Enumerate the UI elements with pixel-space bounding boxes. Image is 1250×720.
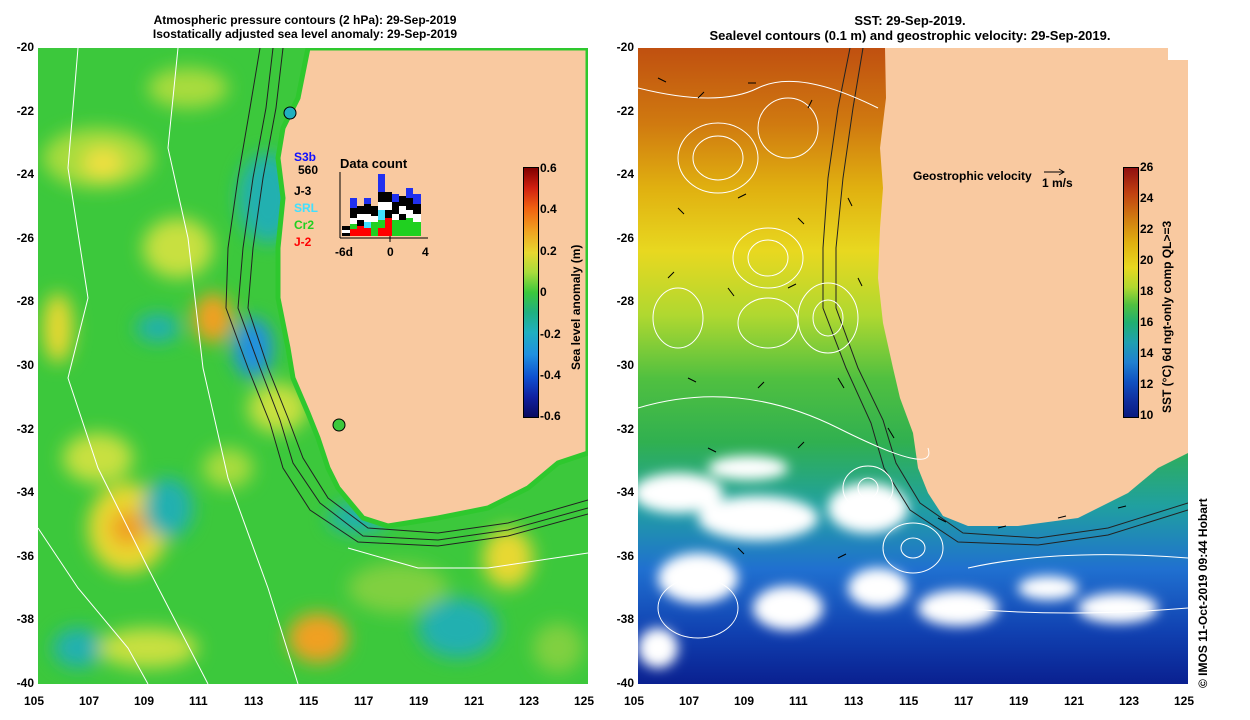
sst-tick-10: 10 xyxy=(1140,408,1154,422)
right-y-tick: -24 xyxy=(616,167,634,181)
right-x-tick: 113 xyxy=(844,694,864,708)
data-count-tick-neg6d: -6d xyxy=(335,245,353,259)
sla-colorbar-label: Sea level anomaly (m) xyxy=(569,244,583,370)
sla-tick-0.4: 0.4 xyxy=(540,202,557,216)
sst-tick-24: 24 xyxy=(1140,191,1154,205)
right-x-tick: 119 xyxy=(1009,694,1029,708)
velocity-legend-arrow xyxy=(1044,168,1065,176)
right-y-tick: -28 xyxy=(616,294,634,308)
left-x-axis: 105 107 109 111 113 115 117 119 121 123 … xyxy=(24,694,604,712)
sst-tick-26: 26 xyxy=(1140,160,1154,174)
right-x-axis: 105 107 109 111 113 115 117 119 121 123 … xyxy=(624,694,1214,712)
left-x-tick: 115 xyxy=(299,694,319,708)
sst-colorbar-ticks: 26 24 22 20 18 16 14 12 10 xyxy=(1140,160,1170,425)
right-x-tick: 123 xyxy=(1119,694,1140,708)
left-y-tick: -34 xyxy=(16,485,34,499)
left-x-tick: 117 xyxy=(354,694,374,708)
left-x-tick: 109 xyxy=(134,694,155,708)
sla-tick-neg0.4: -0.4 xyxy=(540,368,561,382)
sla-colorbar-ticks: 0.6 0.4 0.2 0 -0.2 -0.4 -0.6 xyxy=(540,161,580,426)
sst-tick-12: 12 xyxy=(1140,377,1154,391)
left-title-line1: Atmospheric pressure contours (2 hPa): 2… xyxy=(153,13,457,27)
left-y-tick: -30 xyxy=(16,358,34,372)
left-y-tick: -24 xyxy=(16,167,34,181)
left-x-tick: 113 xyxy=(244,694,264,708)
left-x-tick: 125 xyxy=(574,694,595,708)
right-x-tick: 121 xyxy=(1064,694,1085,708)
right-y-axis: -20 -22 -24 -26 -28 -30 -32 -34 -36 -38 … xyxy=(600,40,636,700)
right-y-tick: -38 xyxy=(616,612,634,626)
right-x-tick: 109 xyxy=(734,694,755,708)
sat-560: 560 xyxy=(298,163,319,177)
right-y-tick: -20 xyxy=(616,40,634,54)
sst-colorbar xyxy=(1123,167,1139,418)
left-x-tick: 121 xyxy=(464,694,485,708)
right-x-tick: 117 xyxy=(954,694,974,708)
sat-j3: J-3 xyxy=(294,184,312,198)
data-count-chart xyxy=(338,170,430,242)
right-y-tick: -34 xyxy=(616,485,634,499)
sla-colorbar xyxy=(523,167,539,418)
left-x-tick: 107 xyxy=(79,694,100,708)
left-y-axis: -20 -22 -24 -26 -28 -30 -32 -34 -36 -38 … xyxy=(0,40,36,700)
right-x-tick: 125 xyxy=(1174,694,1195,708)
sla-tick-neg0.2: -0.2 xyxy=(540,327,561,341)
velocity-legend-scale: 1 m/s xyxy=(1042,176,1073,190)
left-y-tick: -28 xyxy=(16,294,34,308)
right-x-tick: 105 xyxy=(624,694,645,708)
sat-srl: SRL xyxy=(294,201,318,215)
right-y-tick: -32 xyxy=(616,422,634,436)
sla-tick-0.2: 0.2 xyxy=(540,244,557,258)
right-title-line2: Sealevel contours (0.1 m) and geostrophi… xyxy=(709,28,1111,43)
sla-tick-neg0.6: -0.6 xyxy=(540,409,561,423)
data-count-tick-4: 4 xyxy=(422,245,429,259)
left-x-tick: 119 xyxy=(409,694,429,708)
data-count-title: Data count xyxy=(340,156,408,171)
sst-tick-14: 14 xyxy=(1140,346,1154,360)
right-x-tick: 115 xyxy=(899,694,919,708)
left-y-tick: -40 xyxy=(16,676,34,690)
left-y-tick: -20 xyxy=(16,40,34,54)
left-panel-title: Atmospheric pressure contours (2 hPa): 2… xyxy=(60,13,550,41)
data-count-tick-0: 0 xyxy=(387,245,394,259)
sat-cr2: Cr2 xyxy=(294,218,315,232)
right-y-tick: -30 xyxy=(616,358,634,372)
sst-map xyxy=(638,48,1188,684)
right-panel-title: SST: 29-Sep-2019. Sealevel contours (0.1… xyxy=(650,13,1170,43)
left-x-tick: 111 xyxy=(189,694,208,708)
right-y-tick: -26 xyxy=(616,231,634,245)
sat-j2: J-2 xyxy=(294,235,312,249)
sla-tick-0: 0 xyxy=(540,285,547,299)
left-y-tick: -36 xyxy=(16,549,34,563)
sst-tick-16: 16 xyxy=(1140,315,1154,329)
sst-colorbar-label: SST (°C) 6d ngt-only comp QL>=3 xyxy=(1160,220,1174,413)
sst-tick-20: 20 xyxy=(1140,253,1154,267)
right-y-tick: -40 xyxy=(616,676,634,690)
satellite-legend: S3b 560 J-3 SRL Cr2 J-2 xyxy=(294,151,339,251)
velocity-legend-label: Geostrophic velocity xyxy=(913,169,1032,183)
left-y-tick: -38 xyxy=(16,612,34,626)
right-x-tick: 111 xyxy=(789,694,808,708)
left-x-tick: 123 xyxy=(519,694,540,708)
left-y-tick: -22 xyxy=(16,104,34,118)
right-title-line1: SST: 29-Sep-2019. xyxy=(854,13,966,28)
sat-s3b: S3b xyxy=(294,150,317,164)
right-y-tick: -36 xyxy=(616,549,634,563)
right-x-tick: 107 xyxy=(679,694,700,708)
right-y-tick: -22 xyxy=(616,104,634,118)
left-x-tick: 105 xyxy=(24,694,45,708)
sst-tick-22: 22 xyxy=(1140,222,1154,236)
left-y-tick: -32 xyxy=(16,422,34,436)
sst-tick-18: 18 xyxy=(1140,284,1154,298)
sla-tick-0.6: 0.6 xyxy=(540,161,557,175)
sea-level-anomaly-map xyxy=(38,48,588,684)
left-title-line2: Isostatically adjusted sea level anomaly… xyxy=(152,27,458,41)
left-y-tick: -26 xyxy=(16,231,34,245)
imos-credit: © IMOS 11-Oct-2019 09:44 Hobart xyxy=(1196,498,1210,688)
